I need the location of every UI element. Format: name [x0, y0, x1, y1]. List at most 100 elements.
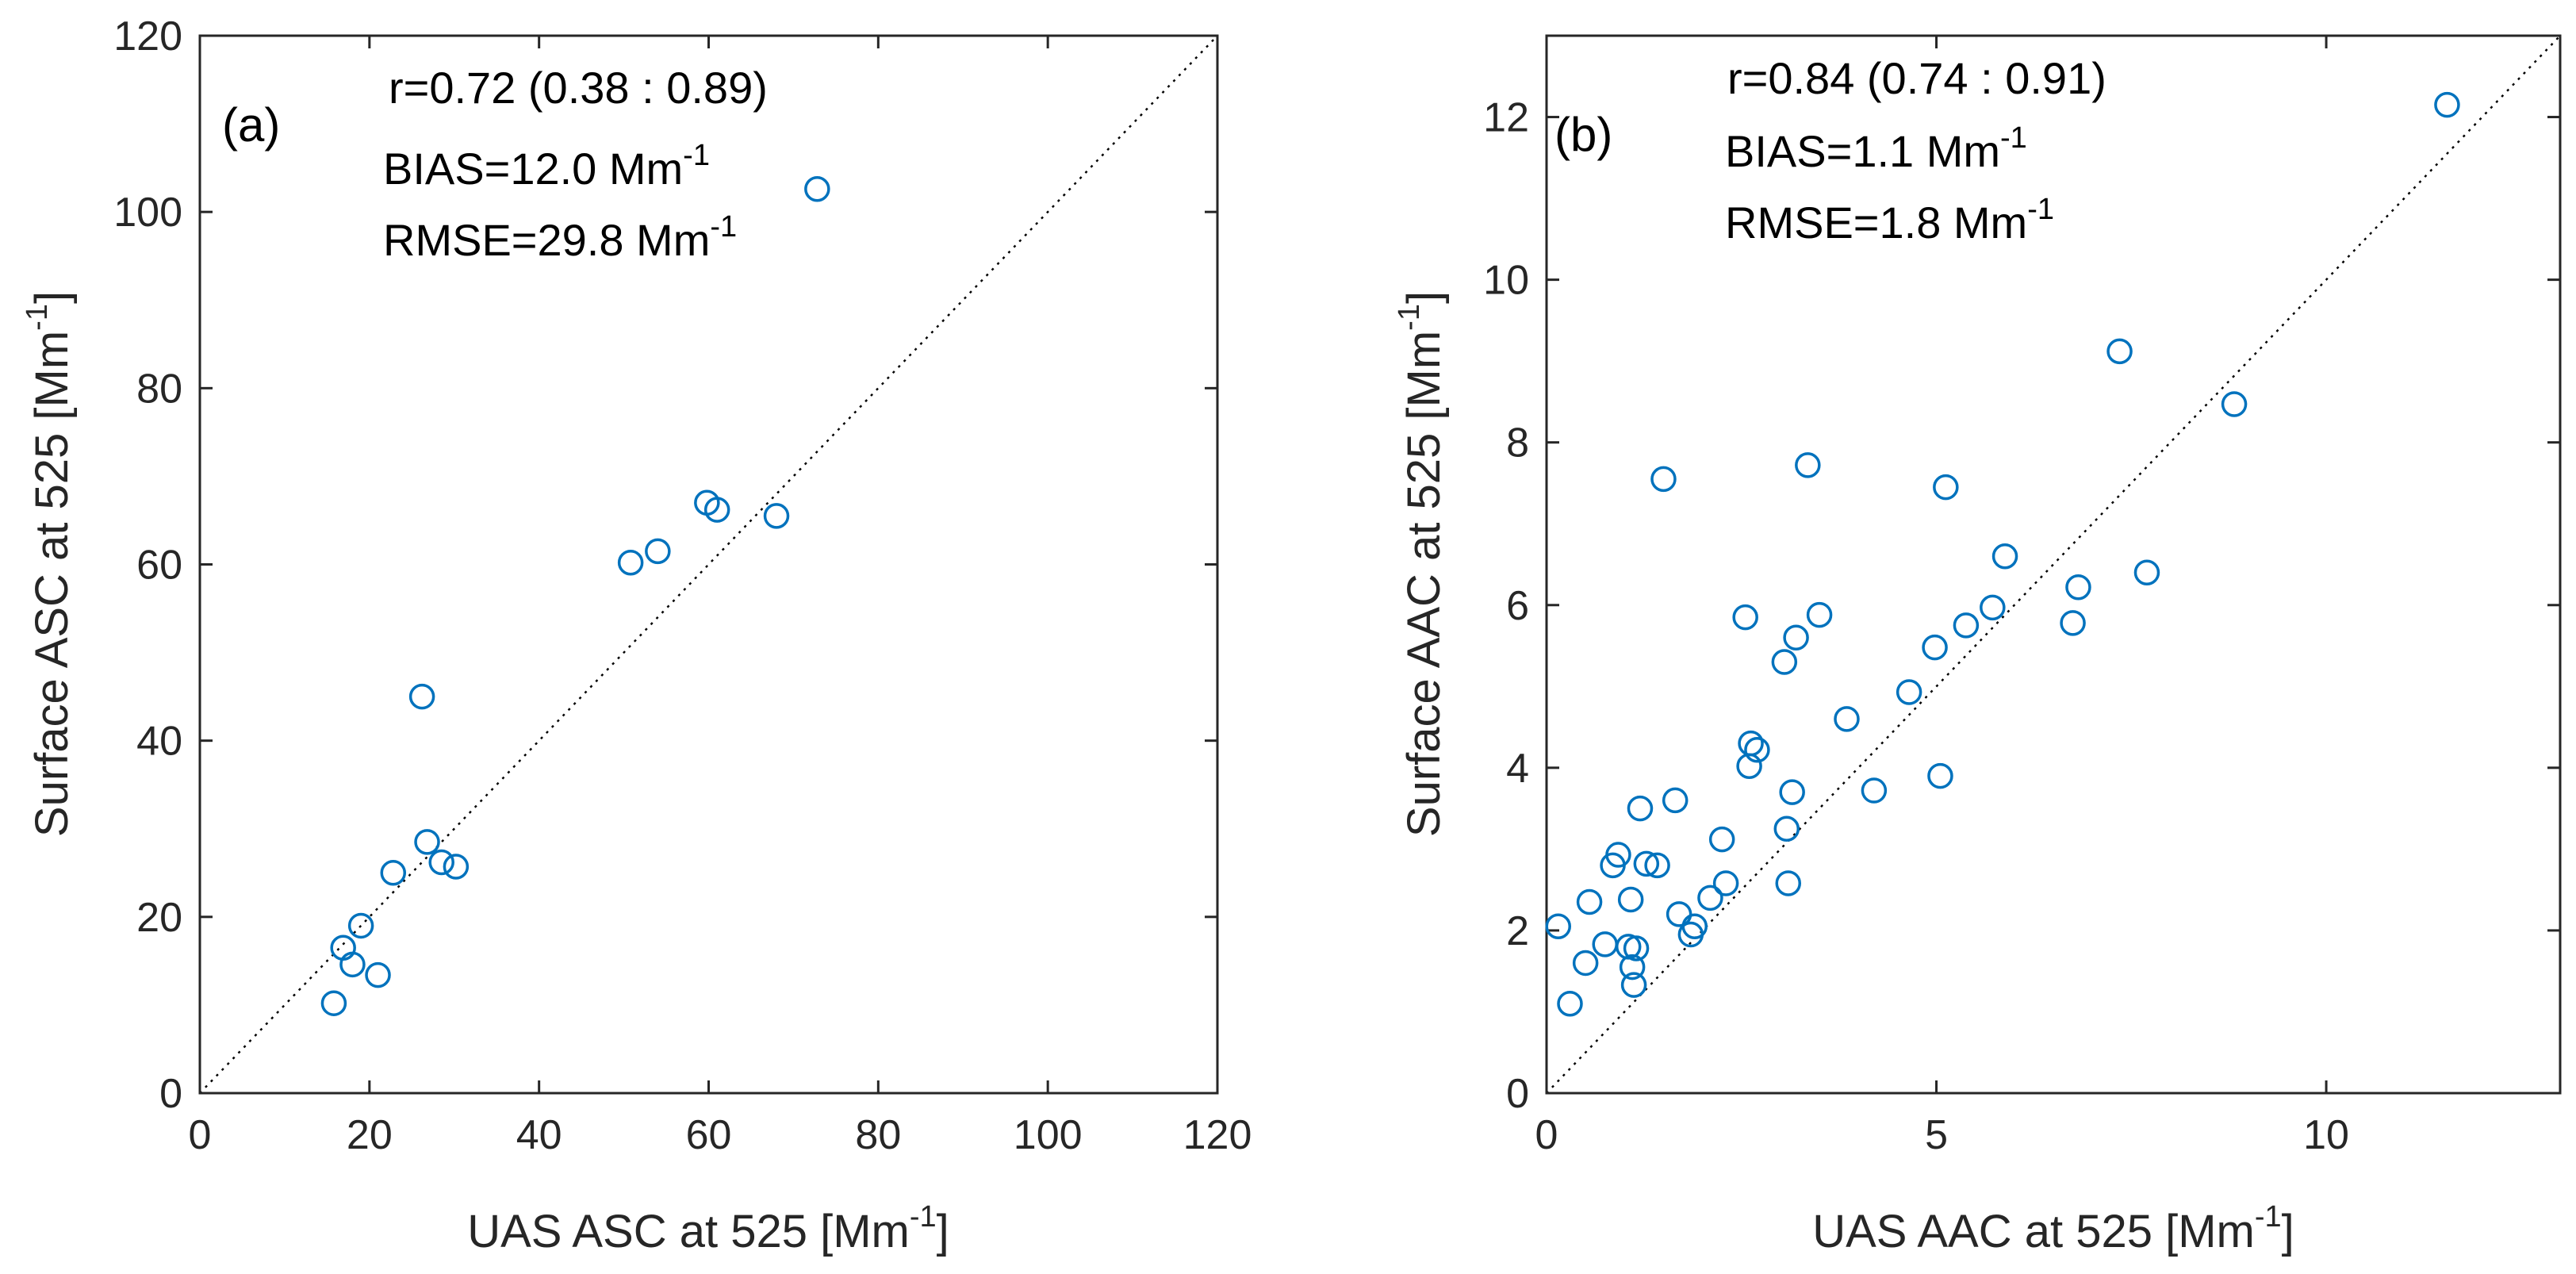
panel-b-data-point — [1861, 777, 1888, 804]
panel-b-data-point — [1953, 612, 1980, 639]
panel-a-data-point — [380, 860, 407, 886]
panel-b-ylabel-close: ] — [1398, 291, 1450, 304]
panel-b-y-tick-label: 4 — [1506, 746, 1529, 792]
panel-b-data-point — [1896, 679, 1922, 705]
panel-a-bias-sup: -1 — [683, 139, 710, 172]
panel-b-data-point — [1572, 950, 1599, 977]
panel-b-x-tick-label: 0 — [1535, 1112, 1558, 1158]
panel-b-y-tick-label: 6 — [1506, 583, 1529, 629]
panel-b-ylabel-sup: -1 — [1393, 304, 1426, 331]
panel-b-data-point — [2434, 91, 2460, 118]
panel-a-data-point — [428, 849, 454, 876]
panel-a-data-point — [645, 538, 671, 565]
panel-b-scatter: 0 5 10 0 2 4 6 8 10 12 (b) r=0.84 (0.74 : 0.91) B… — [1393, 34, 2562, 1257]
panel-b-label: (b) — [1554, 108, 1612, 161]
panel-a-bias-text: BIAS=12.0 Mm — [383, 144, 683, 194]
panel-a-y-axis-label: Surface ASC at 525 [Mm-1] — [21, 291, 78, 837]
panel-b-points — [1545, 91, 2460, 1017]
panel-a-x-tick-label: 100 — [1014, 1112, 1083, 1158]
panel-a-xlabel-sup: -1 — [910, 1200, 937, 1234]
panel-b-r-annotation: r=0.84 (0.74 : 0.91) — [1727, 53, 2106, 103]
panel-b-data-point — [1980, 594, 2006, 621]
panel-b-data-point — [2106, 338, 2133, 365]
panel-b-rmse-sup: -1 — [2027, 193, 2054, 226]
panel-a-x-axis-label: UAS ASC at 525 [Mm-1] — [467, 1200, 949, 1257]
panel-a-data-point — [617, 550, 644, 576]
panel-a-one-to-one-line — [199, 35, 1218, 1094]
panel-a-bias-annotation: BIAS=12.0 Mm-1 — [383, 139, 710, 194]
panel-b-data-point — [1644, 852, 1670, 879]
panel-b-data-point — [1795, 452, 1821, 478]
panel-b-rmse-text: RMSE=1.8 Mm — [1725, 198, 2027, 248]
panel-b-y-axis-label: Surface AAC at 525 [Mm-1] — [1393, 291, 1450, 837]
panel-b-data-point — [1744, 737, 1770, 763]
panel-a-x-tick-label: 120 — [1183, 1112, 1252, 1158]
panel-b-data-point — [1732, 604, 1758, 631]
panel-a-x-tick-label: 80 — [855, 1112, 901, 1158]
panel-b-y-tick-label: 2 — [1506, 908, 1529, 954]
panel-a-y-tick-label: 40 — [136, 719, 182, 765]
panel-a-xlabel-text: UAS ASC at 525 [Mm — [467, 1206, 910, 1257]
panel-a-rmse-sup: -1 — [710, 210, 737, 244]
panel-b-label-text: (b) — [1554, 108, 1612, 161]
panel-b-data-point — [1738, 730, 1764, 757]
panel-a-y-tick-label: 60 — [136, 543, 182, 589]
panel-b-bias-text: BIAS=1.1 Mm — [1725, 126, 2000, 176]
panel-b-rmse-annotation: RMSE=1.8 Mm-1 — [1725, 193, 2054, 248]
panel-b-x-axis-label: UAS AAC at 525 [Mm-1] — [1812, 1200, 2294, 1257]
panel-a-data-point — [347, 912, 374, 939]
panel-b-data-point — [1779, 779, 1805, 805]
panel-b-r-text: r=0.84 (0.74 : 0.91) — [1727, 53, 2106, 103]
panel-a-data-point — [763, 503, 790, 529]
panel-b-data-point — [1927, 762, 1953, 789]
panel-b-data-point — [1623, 935, 1650, 961]
panel-b-data-point — [1783, 624, 1809, 651]
panel-b-data-point — [1708, 826, 1735, 853]
panel-b-ticks: 0 5 10 0 2 4 6 8 10 12 — [1483, 36, 2560, 1158]
panel-b-data-point — [1806, 601, 1833, 628]
panel-b-data-point — [1662, 787, 1689, 814]
panel-b-data-point — [1620, 972, 1647, 998]
panel-a-y-tick-label: 100 — [113, 190, 182, 236]
panel-a-x-tick-label: 60 — [686, 1112, 732, 1158]
panel-a-r-annotation: r=0.72 (0.38 : 0.89) — [389, 63, 768, 113]
panel-b-y-tick-label: 12 — [1483, 95, 1529, 141]
panel-a-ylabel-sup: -1 — [21, 304, 54, 331]
panel-a-data-point — [443, 854, 470, 880]
panel-b-plot-frame — [1545, 34, 2562, 1095]
panel-b-y-tick-label: 10 — [1483, 258, 1529, 304]
panel-a-y-tick-label: 120 — [113, 13, 182, 59]
panel-b-data-point — [2065, 574, 2091, 601]
panel-a-rmse-annotation: RMSE=29.8 Mm-1 — [383, 210, 737, 265]
panel-a-rmse-text: RMSE=29.8 Mm — [383, 215, 710, 265]
panel-b-data-point — [1697, 885, 1723, 911]
panel-b-y-tick-label: 8 — [1506, 420, 1529, 466]
panel-a-y-tick-label: 20 — [136, 895, 182, 941]
panel-a-data-point — [365, 961, 391, 988]
panel-b-data-point — [2221, 391, 2248, 417]
panel-a-data-point — [414, 829, 440, 855]
panel-b-data-point — [1627, 795, 1654, 822]
panel-a-ylabel-close: ] — [26, 291, 78, 304]
panel-a-y-tick-label: 80 — [136, 366, 182, 412]
panel-b-data-point — [1775, 870, 1802, 896]
panel-b-data-point — [1773, 815, 1800, 842]
panel-b-x-tick-label: 5 — [1925, 1112, 1948, 1158]
panel-a-data-point — [804, 176, 830, 202]
panel-a-xlabel-close: ] — [937, 1206, 949, 1257]
panel-b-data-point — [1557, 990, 1583, 1017]
panel-b-ylabel-text: Surface AAC at 525 [Mm — [1398, 331, 1450, 837]
panel-b-data-point — [1712, 870, 1739, 896]
panel-b-data-point — [1617, 886, 1644, 913]
panel-b-bias-sup: -1 — [2000, 121, 2027, 155]
panel-b-data-point — [1933, 474, 1959, 501]
panel-b-xlabel-sup: -1 — [2255, 1200, 2282, 1234]
panel-b-data-point — [1650, 466, 1677, 493]
panel-b-data-point — [2060, 610, 2086, 636]
panel-b-data-point — [1545, 913, 1571, 940]
panel-b-data-point — [1991, 543, 2018, 570]
panel-a-data-point — [408, 683, 435, 710]
panel-a-ylabel-text: Surface ASC at 525 [Mm — [26, 331, 78, 837]
panel-a-label: (a) — [222, 98, 280, 152]
